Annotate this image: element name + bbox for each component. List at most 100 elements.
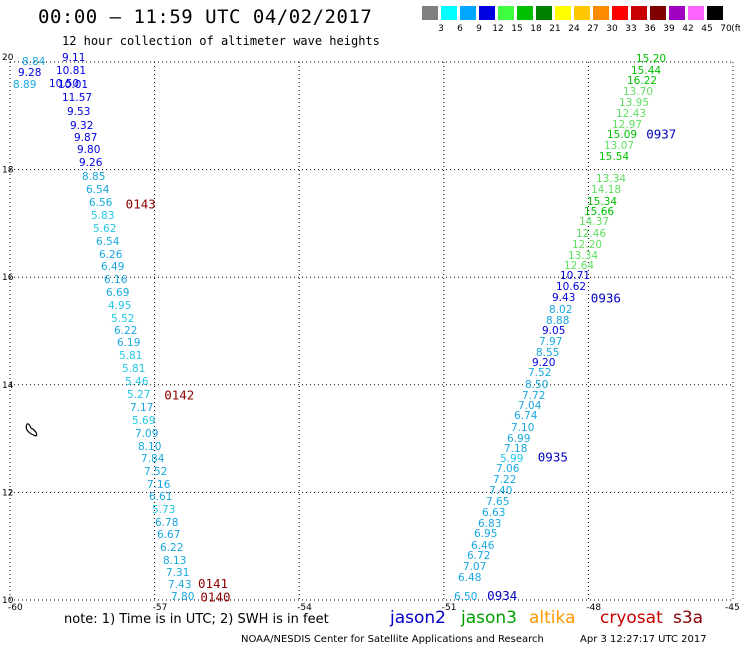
swh-reading: 12.20 [572, 239, 602, 251]
swh-reading: 7.16 [147, 479, 171, 491]
swh-reading: 6.50 [454, 591, 477, 603]
swh-reading: 5.27 [127, 389, 150, 401]
swh-reading: 8.55 [536, 347, 559, 359]
island-outline [25, 423, 38, 437]
swh-reading: 10.62 [556, 281, 586, 293]
lon-tick-label: -60 [8, 603, 23, 613]
units-note: note: 1) Time is in UTC; 2) SWH is in fe… [64, 612, 329, 627]
swh-reading: 6.22 [160, 542, 183, 554]
swh-reading: 9.05 [542, 325, 565, 337]
map-title: 00:00 – 11:59 UTC 04/02/2017 [38, 6, 373, 28]
color-swatch [669, 6, 685, 20]
color-swatch-label: 39 [663, 24, 675, 34]
swh-reading: 11.57 [62, 92, 92, 104]
swh-reading: 6.26 [99, 249, 123, 261]
swh-reading: 15.20 [636, 53, 666, 65]
swh-reading: 10.81 [56, 65, 86, 77]
swh-reading: 8.50 [525, 379, 548, 391]
swh-reading: 6.63 [482, 507, 505, 519]
lat-tick-label: 16 [2, 273, 14, 283]
legend-s3a: s3a [673, 608, 704, 628]
color-swatch-label: 3 [438, 24, 444, 34]
color-swatch-label: 12 [492, 24, 504, 34]
lon-tick-label: -45 [725, 603, 740, 613]
swh-reading: 10.01 [58, 79, 88, 91]
lat-tick-label: 14 [2, 381, 14, 391]
color-scale-unit: (ft) [731, 24, 740, 34]
swh-reading: 5.69 [132, 415, 155, 427]
map-subtitle: 12 hour collection of altimeter wave hei… [62, 34, 380, 48]
swh-reading: 6.61 [149, 491, 172, 503]
swh-reading: 8.88 [546, 315, 569, 327]
swh-reading: 5.83 [91, 210, 114, 222]
swh-reading: 7.22 [493, 474, 516, 486]
color-swatch [650, 6, 666, 20]
swh-reading: 6.48 [458, 572, 481, 584]
color-swatch [460, 6, 476, 20]
color-swatch [441, 6, 457, 20]
swh-reading: 5.81 [119, 350, 142, 362]
credit-line: NOAA/NESDIS Center for Satellite Applica… [241, 634, 544, 645]
swh-reading: 6.49 [101, 261, 124, 273]
swh-reading: 7.09 [135, 428, 158, 440]
color-swatch-label: 18 [530, 24, 542, 34]
swh-reading: 9.28 [18, 67, 41, 79]
legend-jason2: jason2 [390, 608, 446, 628]
lon-tick-label: -57 [153, 603, 168, 613]
color-swatch-label: 27 [587, 24, 599, 34]
swh-reading: 13.34 [596, 173, 626, 185]
pass-time-label: 0937 [646, 127, 676, 142]
swh-reading: 5.73 [152, 504, 175, 516]
swh-reading: 6.56 [89, 197, 113, 209]
color-swatch [555, 6, 571, 20]
swh-reading: 7.10 [511, 422, 534, 434]
swh-reading: 8.02 [549, 304, 572, 316]
swh-reading: 6.19 [117, 337, 140, 349]
swh-reading: 12.46 [576, 228, 606, 240]
swh-reading: 9.43 [552, 292, 575, 304]
swh-reading: 8.10 [138, 441, 161, 453]
color-swatch [707, 6, 723, 20]
swh-reading: 7.97 [539, 336, 562, 348]
lat-tick-label: 20 [2, 53, 14, 63]
swh-reading: 7.52 [144, 466, 167, 478]
color-swatch [612, 6, 628, 20]
swh-reading: 12.64 [564, 260, 594, 272]
swh-reading: 6.46 [471, 540, 495, 552]
swh-reading: 7.72 [522, 390, 545, 402]
swh-reading: 14.37 [579, 216, 609, 228]
timestamp: Apr 3 12:27:17 UTC 2017 [580, 634, 707, 645]
color-swatch [688, 6, 704, 20]
swh-reading: 7.65 [486, 496, 509, 508]
swh-reading: 6.72 [467, 550, 490, 562]
swh-reading: 9.20 [532, 357, 555, 369]
swh-reading: 10.50 [49, 78, 79, 90]
swh-reading: 16.22 [627, 75, 657, 87]
pass-time-label: 0934 [487, 588, 517, 603]
swh-reading: 13.07 [604, 140, 634, 152]
swh-reading: 9.87 [74, 132, 97, 144]
pass-time-label: 0140 [200, 589, 230, 604]
swh-reading: 7.07 [463, 561, 486, 573]
swh-reading: 13.34 [568, 250, 598, 262]
swh-reading: 7.52 [528, 367, 551, 379]
swh-reading: 6.95 [474, 528, 497, 540]
swh-reading: 15.34 [587, 196, 617, 208]
color-swatch-label: 45 [701, 24, 713, 34]
color-swatch [593, 6, 609, 20]
color-swatch-label: 24 [568, 24, 580, 34]
swh-reading: 7.43 [168, 579, 191, 591]
legend-cryosat: cryosat [600, 608, 663, 628]
pass-time-label: 0936 [591, 291, 621, 306]
color-swatch-label: 15 [511, 24, 523, 34]
swh-reading: 8.13 [163, 555, 186, 567]
swh-reading: 7.17 [130, 402, 153, 414]
swh-reading: 12.43 [616, 108, 646, 120]
color-swatch [536, 6, 552, 20]
swh-reading: 7.06 [496, 463, 520, 475]
color-swatch [631, 6, 647, 20]
swh-reading: 8.89 [13, 79, 36, 91]
swh-reading: 6.83 [478, 518, 501, 530]
